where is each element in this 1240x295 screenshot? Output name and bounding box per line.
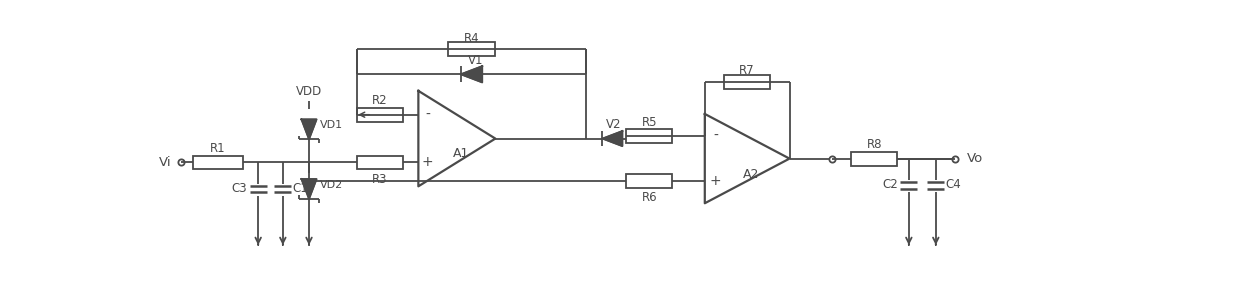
Text: +: +	[422, 155, 434, 169]
Text: R7: R7	[739, 64, 755, 77]
Text: R8: R8	[867, 138, 882, 151]
Text: R3: R3	[372, 173, 388, 186]
Text: R4: R4	[464, 32, 480, 45]
Bar	[626, 174, 672, 188]
Bar	[626, 129, 672, 143]
Text: A1: A1	[453, 148, 469, 160]
Bar	[357, 155, 403, 169]
Text: -: -	[425, 108, 430, 122]
Bar	[449, 42, 495, 56]
Text: R1: R1	[210, 142, 226, 155]
Text: C2: C2	[883, 178, 898, 191]
Bar	[192, 155, 243, 169]
Text: VDD: VDD	[296, 85, 322, 98]
Polygon shape	[461, 66, 482, 83]
Text: V1: V1	[467, 54, 484, 67]
Text: V2: V2	[606, 118, 621, 131]
Text: +: +	[709, 174, 722, 188]
Text: C1: C1	[293, 182, 308, 195]
Text: -: -	[713, 129, 718, 143]
Text: R5: R5	[641, 116, 657, 129]
Text: VD1: VD1	[320, 120, 343, 130]
Text: Vo: Vo	[967, 152, 983, 165]
Text: C3: C3	[231, 182, 247, 195]
Polygon shape	[301, 119, 316, 139]
Polygon shape	[301, 179, 316, 199]
Text: R2: R2	[372, 94, 388, 107]
Bar	[724, 75, 770, 88]
Polygon shape	[603, 131, 622, 146]
Text: VD2: VD2	[320, 180, 343, 190]
Text: A2: A2	[743, 168, 759, 181]
Text: C4: C4	[945, 178, 961, 191]
Bar	[851, 152, 898, 165]
Bar	[357, 108, 403, 122]
Text: R6: R6	[641, 191, 657, 204]
Text: Vi: Vi	[159, 156, 172, 169]
